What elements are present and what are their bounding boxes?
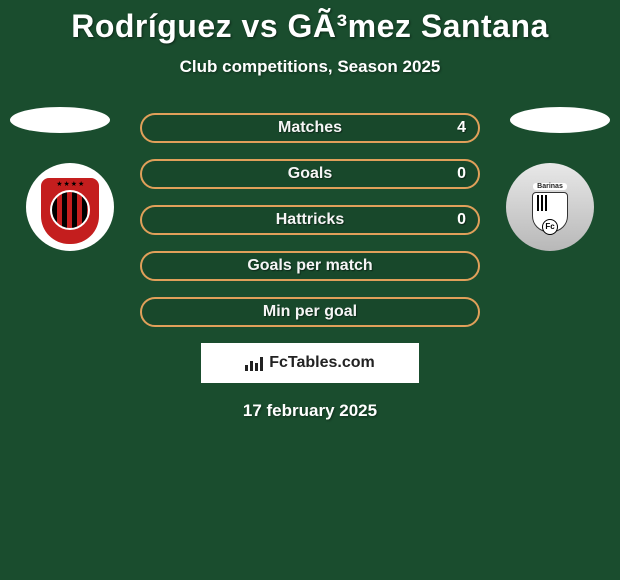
comparison-content: ★ ★ ★ ★ Barinas Fc Matches 4 Goals 0 Hat…: [0, 113, 620, 421]
stat-row-hattricks: Hattricks 0: [140, 205, 480, 235]
crest-shield-icon: Fc: [532, 192, 568, 232]
stat-label: Goals per match: [247, 257, 372, 275]
stat-value: 0: [457, 165, 466, 183]
subtitle: Club competitions, Season 2025: [0, 57, 620, 77]
player-avatar-right: [510, 107, 610, 133]
stat-rows: Matches 4 Goals 0 Hattricks 0 Goals per …: [140, 113, 480, 327]
bar-chart-icon: [245, 355, 265, 371]
stat-row-goals: Goals 0: [140, 159, 480, 189]
club-badge-right: Barinas Fc: [506, 163, 594, 251]
club-badge-left: ★ ★ ★ ★: [26, 163, 114, 251]
stat-label: Min per goal: [263, 303, 357, 321]
watermark: FcTables.com: [201, 343, 419, 383]
stat-value: 0: [457, 211, 466, 229]
date-label: 17 february 2025: [0, 401, 620, 421]
page-title: Rodríguez vs GÃ³mez Santana: [0, 0, 620, 45]
crest-banner: Barinas: [533, 183, 567, 190]
club-crest-left: ★ ★ ★ ★: [41, 178, 99, 244]
stat-label: Matches: [278, 119, 342, 137]
stat-row-goals-per-match: Goals per match: [140, 251, 480, 281]
stat-value: 4: [457, 119, 466, 137]
crest-stars-icon: ★ ★ ★ ★: [56, 180, 83, 188]
stat-label: Goals: [288, 165, 332, 183]
club-crest-right: Barinas Fc: [520, 177, 580, 237]
stat-row-matches: Matches 4: [140, 113, 480, 143]
stat-row-min-per-goal: Min per goal: [140, 297, 480, 327]
player-avatar-left: [10, 107, 110, 133]
watermark-text: FcTables.com: [269, 354, 375, 372]
crest-stripes-icon: [50, 190, 90, 230]
crest-fc-label: Fc: [542, 219, 558, 235]
stat-label: Hattricks: [276, 211, 344, 229]
